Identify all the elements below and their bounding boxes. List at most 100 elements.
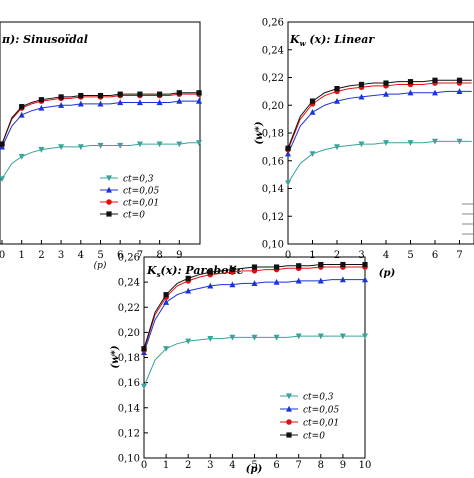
data-point [317, 333, 324, 340]
y-tick-label: 0,14 [118, 403, 140, 414]
data-point [77, 144, 84, 151]
data-point [317, 277, 324, 284]
data-point [38, 147, 45, 153]
data-point [318, 261, 324, 268]
y-tick-label: 0,26 [118, 253, 140, 264]
legend-label: ct=0,01 [303, 419, 339, 429]
x-tick-label: 5 [251, 460, 257, 471]
data-point [185, 338, 192, 345]
legend-marker [106, 175, 112, 182]
x-tick-label: 7 [137, 250, 143, 261]
data-point [296, 263, 302, 269]
series-line [287, 140, 472, 184]
data-point [334, 144, 340, 151]
data-point [285, 150, 291, 157]
x-tick-label: 2 [185, 460, 191, 471]
data-point [163, 346, 170, 352]
data-point [156, 141, 163, 148]
x-tick-label: 3 [58, 250, 64, 261]
y-axis-label: (w*) [254, 121, 265, 145]
data-point [176, 141, 183, 148]
data-point [229, 266, 235, 273]
y-tick-label: 0,14 [262, 184, 284, 195]
data-point [58, 144, 65, 151]
data-point [251, 334, 258, 341]
data-point [229, 334, 236, 341]
panel-title: Kw (x): Linear [289, 33, 375, 48]
series-group [141, 261, 368, 390]
data-point [136, 99, 143, 106]
y-axis-label: (w*) [110, 345, 121, 369]
data-point [340, 261, 346, 268]
data-point [362, 276, 368, 283]
panel-parabolic: Ks(x): Parabolic 0,10 0,12 0,14 0,16 0,18 0,2… [110, 253, 371, 476]
data-point [273, 278, 280, 285]
data-point [309, 108, 316, 115]
data-point [19, 104, 25, 110]
x-tick-labels: 0 1 2 3 4 5 6 7 8 9 [0, 240, 182, 261]
data-point [207, 269, 213, 275]
x-tick-labels: 0 1 2 3 4 5 6 7 8 9 10 [141, 454, 371, 471]
data-point [137, 91, 143, 97]
series-line [143, 335, 365, 387]
data-point [339, 333, 346, 340]
x-tick-label: 0 [285, 250, 291, 261]
data-point [456, 88, 463, 94]
x-tick-label: 9 [340, 460, 346, 471]
data-point [58, 94, 64, 100]
series-line [1, 100, 199, 148]
legend-marker [106, 199, 112, 205]
data-point [77, 100, 84, 107]
legend-marker [286, 432, 292, 438]
x-tick-label: 6 [117, 250, 123, 261]
panel-title: Ks(x): Parabolic [146, 264, 244, 279]
x-axis-label: (p) [94, 260, 107, 271]
x-tick-label: 6 [273, 460, 279, 471]
x-axis-label: (p) [379, 268, 396, 279]
legend-label: ct=0,01 [123, 199, 159, 209]
x-tick-label: 2 [334, 250, 340, 261]
title-sub: s [157, 270, 161, 279]
data-point [163, 292, 169, 298]
data-point [362, 333, 368, 340]
y-tick-label: 0,16 [262, 156, 284, 167]
series-line [287, 79, 472, 149]
data-point [407, 79, 414, 85]
x-tick-label: 3 [207, 460, 213, 471]
x-tick-label: 0 [141, 460, 147, 471]
data-point [157, 91, 163, 97]
data-point [176, 97, 183, 104]
y-tick-label: 0,16 [118, 378, 140, 389]
data-point [358, 81, 365, 88]
data-point [285, 145, 291, 151]
y-tick-label: 0,24 [262, 45, 284, 56]
x-tick-label: 5 [97, 250, 103, 261]
data-point [383, 90, 389, 97]
data-point [456, 138, 463, 145]
legend-label: ct=0 [303, 432, 325, 442]
data-point [456, 77, 463, 83]
legend-label: ct=0,3 [123, 175, 154, 185]
data-point [196, 140, 202, 146]
data-point [97, 142, 104, 149]
legend-label: ct=0,05 [303, 406, 340, 416]
data-point [176, 90, 182, 96]
data-point [97, 92, 104, 99]
data-point [18, 153, 25, 160]
data-point [432, 77, 438, 83]
x-tick-label: 9 [176, 250, 182, 261]
series-group [285, 77, 472, 187]
x-tick-label: 3 [358, 250, 364, 261]
legend-marker [106, 186, 112, 193]
data-point [334, 86, 340, 92]
x-tick-label: 4 [383, 250, 389, 261]
series-group [0, 90, 202, 182]
data-point [432, 138, 438, 145]
panel-title: π): Sinusoïdal [1, 33, 88, 46]
data-point [251, 280, 258, 286]
y-tick-label: 0,18 [262, 129, 284, 140]
data-point [196, 97, 202, 104]
x-tick-label: 7 [456, 250, 462, 261]
